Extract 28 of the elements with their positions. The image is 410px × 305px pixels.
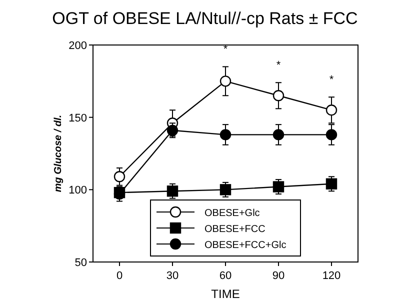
point	[272, 129, 284, 140]
x-axis-title: TIME	[211, 287, 240, 301]
y-tick-label: 200	[68, 40, 87, 52]
x-tick-label: 120	[322, 270, 341, 282]
point	[114, 171, 126, 182]
point	[326, 129, 338, 140]
x-tick-label: 90	[272, 270, 285, 282]
x-tick-label: 60	[219, 270, 232, 282]
y-axis-title: mg Glucose / dl.	[53, 114, 64, 192]
legend-label: OBESE+FCC+Glc	[204, 240, 286, 251]
legend-label: OBESE+Glc	[204, 208, 260, 219]
point	[220, 129, 232, 140]
point	[272, 181, 284, 192]
y-tick-label: 50	[74, 257, 87, 269]
point	[326, 104, 338, 116]
y-tick-label: 150	[68, 112, 87, 124]
point	[272, 90, 284, 102]
point	[220, 76, 232, 87]
point	[326, 178, 338, 190]
annotation: *	[276, 60, 282, 72]
point	[166, 186, 178, 197]
annotation: *	[329, 74, 334, 86]
point	[220, 184, 232, 196]
x-tick-label: 30	[166, 270, 179, 282]
chart-title: OGT of OBESE LA/Ntul//-cp Rats ± FCC	[52, 9, 358, 28]
y-tick-label: 100	[68, 184, 87, 197]
legend-label: OBESE+FCC	[204, 224, 266, 235]
x-tick-label: 0	[116, 270, 123, 282]
